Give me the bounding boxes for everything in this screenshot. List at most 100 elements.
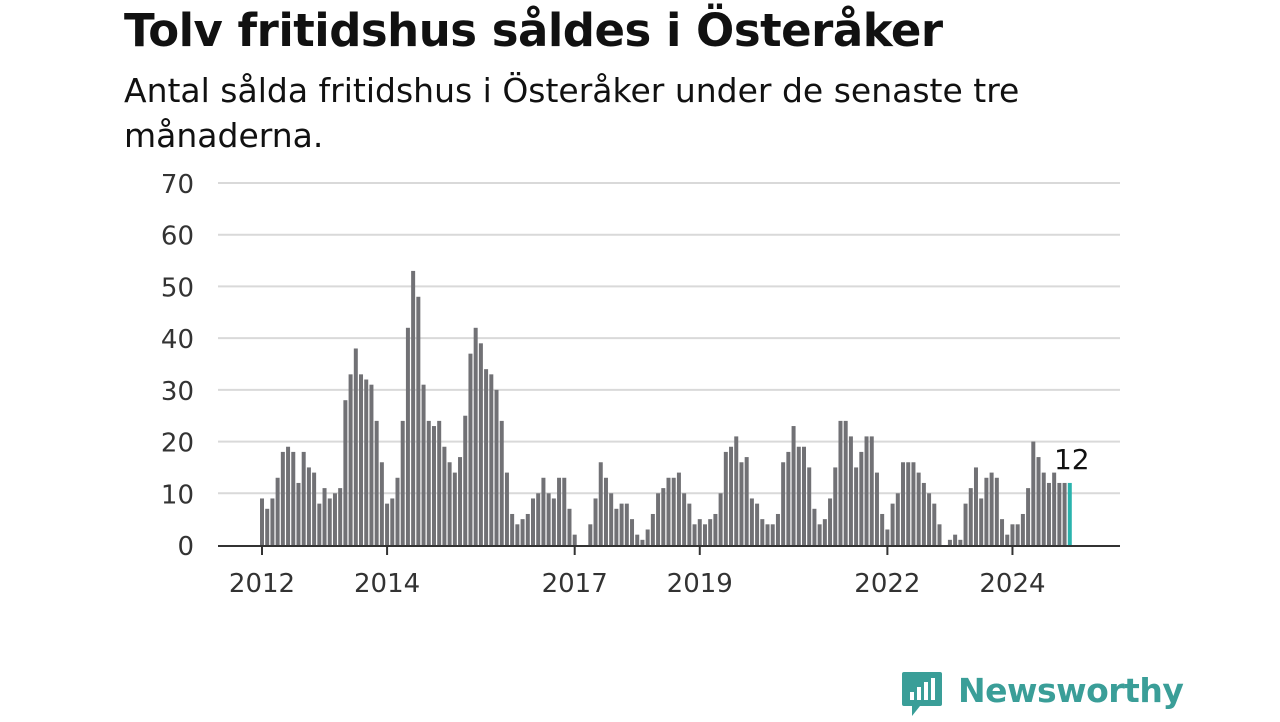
bar [770, 524, 775, 545]
bar [656, 493, 661, 545]
x-tick-label: 2017 [542, 569, 608, 599]
bar [994, 477, 999, 545]
bar [885, 529, 890, 545]
y-tick-label: 70 [161, 170, 194, 200]
bar [828, 498, 833, 545]
bar [291, 451, 296, 545]
bar [359, 374, 364, 545]
bar [494, 389, 499, 545]
bar [426, 420, 431, 545]
bar [499, 420, 504, 545]
bar [385, 503, 390, 545]
bar [802, 446, 806, 545]
bar [270, 498, 275, 545]
bar [702, 524, 707, 545]
bar [739, 462, 744, 545]
bar [275, 477, 280, 545]
bar [937, 524, 942, 545]
bar [1005, 534, 1010, 545]
bar [609, 493, 614, 545]
bar [744, 457, 749, 545]
bar [817, 524, 822, 545]
bar [859, 451, 864, 545]
bar [927, 493, 932, 545]
bar [775, 513, 780, 545]
bar [447, 462, 452, 545]
y-tick-label: 50 [161, 273, 194, 303]
bar [812, 508, 817, 545]
bar [666, 477, 671, 545]
highlight-value-label: 12 [1054, 443, 1090, 476]
bar [1062, 482, 1067, 545]
bar [551, 498, 556, 545]
y-tick-label: 30 [161, 377, 194, 407]
bar [567, 508, 572, 545]
bar [327, 498, 332, 545]
bar [718, 493, 723, 545]
bar [864, 436, 869, 545]
bar [1057, 482, 1062, 545]
bar [332, 493, 337, 545]
bar [405, 327, 410, 545]
bar [437, 420, 442, 545]
bar [854, 467, 859, 545]
bar [916, 472, 921, 545]
bar [286, 446, 291, 545]
bar [520, 519, 525, 545]
bar [932, 503, 937, 545]
bar [374, 420, 379, 545]
x-tick-label: 2012 [229, 569, 295, 599]
bar [1020, 513, 1025, 545]
bar [822, 519, 827, 545]
bar [598, 462, 603, 545]
x-axis-ticks: 2012 2014 2017 2019 2022 2024 [229, 546, 1046, 599]
bar [442, 446, 447, 545]
bar [791, 426, 796, 545]
bar [541, 477, 546, 545]
brand-name: Newsworthy [958, 671, 1184, 710]
bar [296, 482, 301, 545]
bar-chart: 0 10 20 30 40 50 60 70 2012 2014 2017 2019 2022 2024… [161, 170, 1120, 599]
bar [635, 534, 640, 545]
bar [489, 374, 494, 545]
bar [1026, 488, 1031, 545]
bar [901, 462, 906, 545]
bar [338, 488, 343, 545]
bar [379, 462, 384, 545]
bar [838, 420, 843, 545]
bar [676, 472, 681, 545]
bar [697, 519, 702, 545]
bar [312, 472, 317, 545]
bar [843, 420, 848, 545]
bar [687, 503, 692, 545]
x-tick-label: 2014 [354, 569, 420, 599]
bar [895, 493, 900, 545]
bar [874, 472, 879, 545]
bar [317, 503, 322, 545]
bar [458, 457, 463, 545]
bar [546, 493, 551, 545]
newsworthy-logo: Newsworthy [900, 670, 1184, 718]
chart-subtitle: Antal sålda fritidshus i Österåker under… [124, 71, 1020, 155]
bar [593, 498, 598, 545]
bar [1046, 482, 1051, 545]
bar [260, 498, 264, 545]
bars [260, 270, 1072, 545]
y-axis-ticks: 0 10 20 30 40 50 60 70 [161, 170, 194, 562]
bar [1015, 524, 1020, 545]
bar [504, 472, 509, 545]
bar [963, 503, 968, 545]
x-tick-label: 2024 [979, 569, 1045, 599]
bar [603, 477, 608, 545]
bar [572, 534, 577, 545]
bar [947, 539, 952, 545]
bar [708, 519, 713, 545]
bar [343, 400, 348, 545]
bar [1000, 519, 1005, 545]
bar [734, 436, 739, 545]
y-tick-label: 10 [161, 480, 194, 510]
bar [953, 534, 958, 545]
bar [280, 451, 285, 545]
bar [671, 477, 676, 545]
bar [979, 498, 984, 545]
